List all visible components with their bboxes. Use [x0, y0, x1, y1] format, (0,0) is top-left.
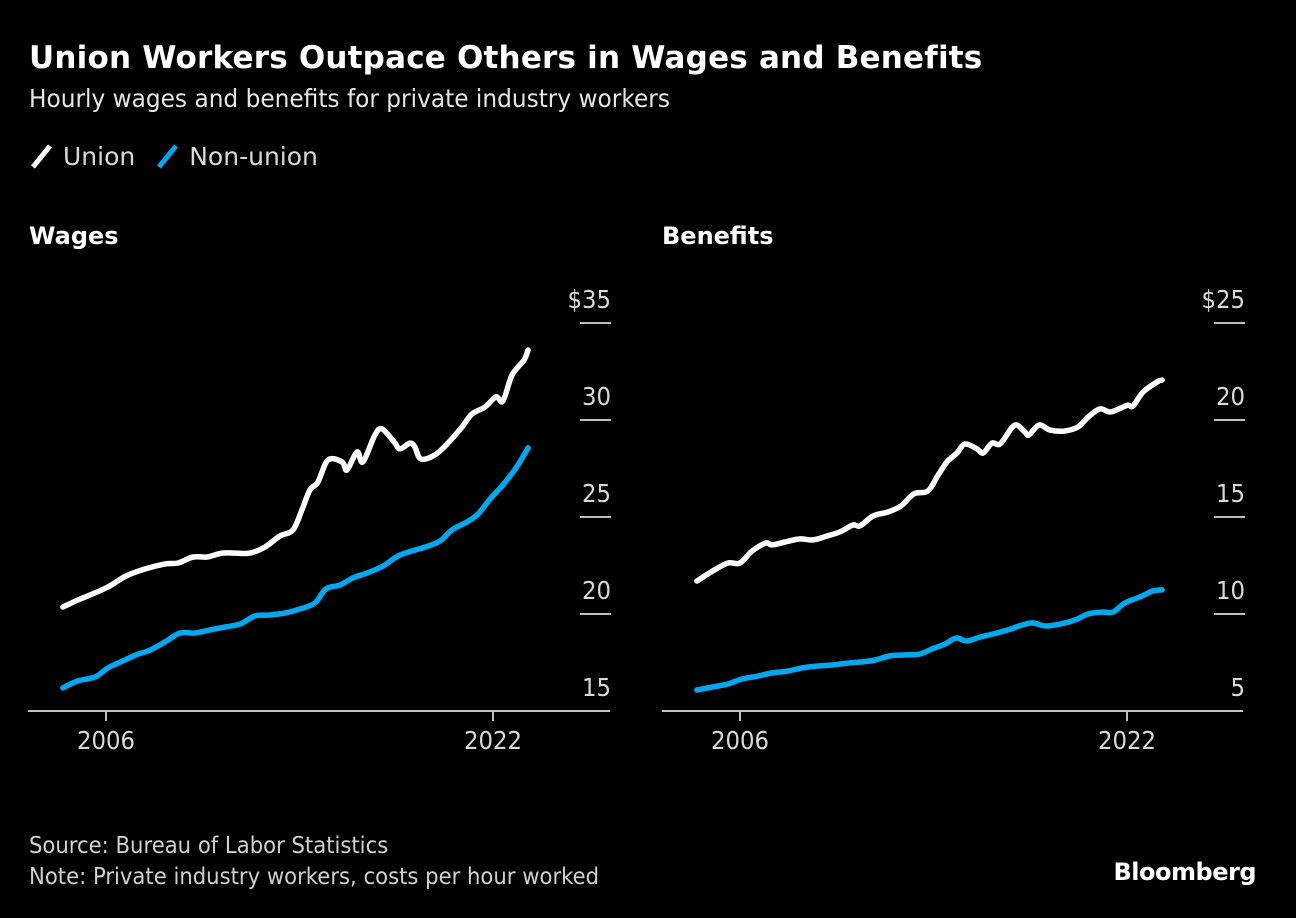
- benefits-panel-title: Benefits: [662, 222, 774, 250]
- legend-label-non-union: Non-union: [189, 141, 318, 171]
- bloomberg-logo: Bloomberg: [1113, 858, 1257, 886]
- benefits-y-tick-label: 20: [1216, 382, 1245, 411]
- chart-subtitle: Hourly wages and benefits for private in…: [29, 84, 670, 113]
- wages-x-tick-label: 2022: [464, 726, 522, 755]
- wages-non-union-line: [60, 445, 531, 691]
- legend: Union Non-union: [29, 140, 338, 172]
- legend-item-non-union: Non-union: [155, 140, 318, 172]
- wages-union-line: [60, 347, 531, 610]
- wages-panel-title: Wages: [29, 222, 119, 250]
- wages-y-tick-label: 30: [582, 382, 611, 411]
- benefits-y-tick-label: 10: [1216, 576, 1245, 605]
- non-union-swatch-icon: [157, 144, 179, 169]
- wages-x-tick-label: 2006: [77, 726, 135, 755]
- benefits-y-tick-label: $25: [1202, 285, 1246, 314]
- legend-item-union: Union: [29, 140, 135, 172]
- wages-y-tick-label: 20: [582, 576, 611, 605]
- chart-title: Union Workers Outpace Others in Wages an…: [29, 40, 983, 76]
- benefits-y-tick-label: 5: [1231, 673, 1246, 702]
- footnote: Note: Private industry workers, costs pe…: [29, 864, 600, 890]
- wages-y-tick-label: $35: [568, 285, 612, 314]
- benefits-x-tick-label: 2006: [711, 726, 769, 755]
- legend-label-union: Union: [63, 141, 136, 171]
- wages-y-tick-label: 25: [582, 479, 611, 508]
- benefits-y-tick-label: 15: [1216, 479, 1245, 508]
- union-swatch-icon: [31, 144, 52, 169]
- wages-y-tick-label: 15: [582, 673, 611, 702]
- benefits-non-union-line: [694, 587, 1165, 693]
- benefits-x-tick-label: 2022: [1098, 726, 1156, 755]
- source-note: Source: Bureau of Labor Statistics: [29, 833, 389, 859]
- benefits-union-line: [694, 377, 1165, 584]
